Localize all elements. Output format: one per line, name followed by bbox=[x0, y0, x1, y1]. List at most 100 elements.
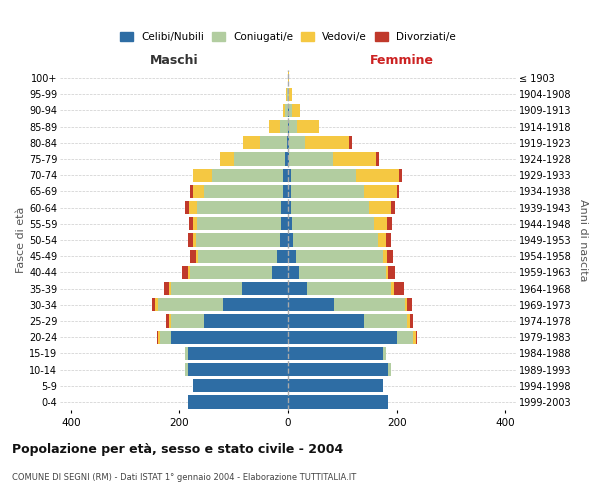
Bar bbox=[204, 314, 288, 328]
Bar bbox=[157, 330, 158, 344]
Bar bbox=[280, 234, 288, 246]
Text: Femmine: Femmine bbox=[370, 54, 434, 67]
Bar bbox=[288, 346, 383, 360]
Bar bbox=[288, 314, 364, 328]
Bar bbox=[291, 168, 356, 182]
Bar bbox=[291, 201, 370, 214]
Bar bbox=[287, 88, 288, 101]
Bar bbox=[297, 120, 319, 134]
Bar bbox=[277, 250, 288, 263]
Bar bbox=[185, 201, 189, 214]
Bar bbox=[193, 217, 197, 230]
Bar bbox=[212, 168, 283, 182]
Bar bbox=[199, 250, 277, 263]
Bar bbox=[171, 314, 204, 328]
Bar bbox=[283, 168, 288, 182]
Bar bbox=[189, 201, 197, 214]
Bar bbox=[190, 185, 193, 198]
Bar bbox=[223, 298, 288, 312]
Bar bbox=[242, 282, 288, 295]
Bar bbox=[388, 250, 393, 263]
Bar bbox=[364, 314, 407, 328]
Bar bbox=[281, 201, 288, 214]
Bar bbox=[288, 234, 293, 246]
Bar bbox=[288, 396, 388, 408]
Bar bbox=[397, 330, 413, 344]
Bar bbox=[188, 396, 288, 408]
Bar bbox=[152, 298, 155, 312]
Bar bbox=[334, 298, 405, 312]
Bar bbox=[410, 314, 413, 328]
Bar bbox=[272, 266, 288, 279]
Bar bbox=[285, 152, 288, 166]
Bar bbox=[291, 185, 364, 198]
Bar bbox=[193, 185, 204, 198]
Bar bbox=[285, 104, 288, 117]
Bar bbox=[288, 88, 289, 101]
Bar bbox=[289, 104, 292, 117]
Bar bbox=[364, 185, 397, 198]
Bar bbox=[185, 346, 188, 360]
Bar bbox=[397, 185, 399, 198]
Bar bbox=[190, 250, 196, 263]
Bar bbox=[288, 330, 397, 344]
Bar bbox=[388, 217, 392, 230]
Bar bbox=[220, 152, 234, 166]
Bar bbox=[288, 217, 292, 230]
Bar bbox=[196, 250, 199, 263]
Bar bbox=[377, 234, 386, 246]
Bar bbox=[289, 88, 292, 101]
Bar bbox=[288, 104, 289, 117]
Bar bbox=[289, 152, 332, 166]
Bar bbox=[407, 314, 410, 328]
Bar bbox=[288, 185, 291, 198]
Bar bbox=[182, 266, 188, 279]
Bar bbox=[289, 120, 297, 134]
Bar bbox=[386, 266, 388, 279]
Bar bbox=[391, 282, 394, 295]
Legend: Celibi/Nubili, Coniugati/e, Vedovi/e, Divorziati/e: Celibi/Nubili, Coniugati/e, Vedovi/e, Di… bbox=[116, 28, 460, 46]
Bar bbox=[288, 152, 289, 166]
Bar bbox=[280, 120, 288, 134]
Bar bbox=[288, 298, 334, 312]
Bar bbox=[164, 282, 169, 295]
Bar bbox=[155, 298, 158, 312]
Bar bbox=[288, 282, 307, 295]
Bar bbox=[394, 282, 404, 295]
Text: Popolazione per età, sesso e stato civile - 2004: Popolazione per età, sesso e stato civil… bbox=[12, 442, 343, 456]
Bar bbox=[171, 282, 242, 295]
Bar bbox=[292, 217, 374, 230]
Bar bbox=[288, 201, 291, 214]
Bar bbox=[296, 250, 383, 263]
Bar bbox=[158, 330, 160, 344]
Bar bbox=[305, 136, 349, 149]
Bar bbox=[190, 266, 272, 279]
Bar bbox=[196, 234, 280, 246]
Bar bbox=[383, 250, 388, 263]
Bar bbox=[332, 152, 376, 166]
Bar bbox=[234, 152, 285, 166]
Bar bbox=[204, 185, 283, 198]
Bar bbox=[349, 136, 352, 149]
Bar bbox=[188, 266, 190, 279]
Bar bbox=[383, 346, 386, 360]
Bar bbox=[169, 314, 171, 328]
Bar bbox=[193, 234, 196, 246]
Bar bbox=[386, 234, 391, 246]
Bar bbox=[307, 282, 391, 295]
Bar bbox=[399, 168, 402, 182]
Bar bbox=[197, 217, 281, 230]
Bar bbox=[188, 234, 193, 246]
Bar bbox=[289, 136, 305, 149]
Bar bbox=[185, 363, 188, 376]
Bar bbox=[269, 120, 280, 134]
Bar bbox=[288, 266, 299, 279]
Bar bbox=[188, 346, 288, 360]
Y-axis label: Fasce di età: Fasce di età bbox=[16, 207, 26, 273]
Bar bbox=[391, 201, 395, 214]
Bar bbox=[171, 330, 288, 344]
Bar bbox=[292, 104, 300, 117]
Bar bbox=[260, 136, 287, 149]
Bar bbox=[407, 298, 412, 312]
Bar bbox=[169, 282, 171, 295]
